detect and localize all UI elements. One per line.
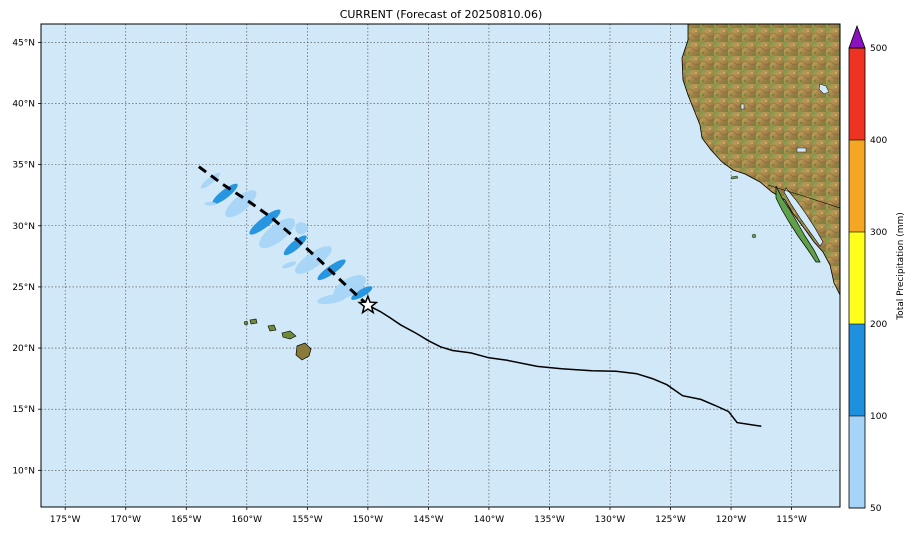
lon-tick-label: 125°W [655, 515, 686, 525]
colorbar-tick-label: 100 [870, 412, 887, 422]
precip-area [282, 261, 297, 269]
precip-area [200, 172, 221, 189]
colorbar-segment [849, 140, 865, 232]
baja-california [775, 185, 821, 263]
colorbar: 50 100 200 300 400 500 [848, 24, 887, 514]
storm-position-star-icon [357, 294, 379, 315]
precip-area [351, 286, 373, 300]
lon-tick-label: 130°W [595, 515, 626, 525]
precip-area [283, 235, 307, 256]
map-title: CURRENT (Forecast of 20250810.06) [340, 8, 543, 21]
hawaii-niihau [243, 320, 249, 326]
colorbar-tick-label: 50 [870, 504, 882, 514]
lake-mead [796, 147, 807, 153]
us-mexico-border [767, 184, 840, 209]
forecast-track-line [195, 163, 369, 307]
lon-tick-label: 115°W [776, 515, 807, 525]
longitude-axis: 175°W 170°W 165°W 160°W 155°W 150°W 145°W 140°W… [50, 507, 807, 525]
colorbar-segment [849, 324, 865, 416]
landmasses [243, 24, 840, 361]
colorbar-tick-label: 300 [870, 228, 887, 238]
colorbar-tick-label: 400 [870, 136, 887, 146]
lon-tick-label: 155°W [292, 515, 323, 525]
lon-tick-label: 175°W [50, 515, 81, 525]
lon-tick-label: 150°W [353, 515, 384, 525]
precip-area [249, 209, 281, 235]
lon-tick-label: 165°W [171, 515, 202, 525]
lat-tick-label: 25°N [12, 283, 35, 293]
hawaii-kauai [249, 318, 258, 325]
colorbar-segment [849, 416, 865, 508]
lon-tick-label: 160°W [232, 515, 263, 525]
guadalupe-island [751, 233, 757, 239]
lat-tick-label: 40°N [12, 99, 35, 109]
map-frame [40, 23, 841, 508]
lat-tick-label: 10°N [12, 466, 35, 476]
lat-tick-label: 15°N [12, 405, 35, 415]
lat-tick-label: 35°N [12, 161, 35, 171]
precip-area [225, 190, 257, 218]
precip-area [259, 218, 296, 249]
north-america-coast [681, 24, 840, 296]
lat-tick-label: 45°N [12, 38, 35, 48]
lon-tick-label: 170°W [110, 515, 141, 525]
lake-tahoe [740, 103, 745, 110]
gulf-of-california [783, 187, 824, 247]
lon-tick-label: 140°W [474, 515, 505, 525]
colorbar-tick-label: 200 [870, 320, 887, 330]
hawaii-maui [281, 330, 297, 340]
lat-tick-label: 30°N [12, 222, 35, 232]
latitude-axis: 10°N 15°N 20°N 25°N 30°N 35°N 40°N 45°N [12, 38, 41, 476]
colorbar-segment [849, 48, 865, 140]
lon-tick-label: 120°W [716, 515, 747, 525]
hawaii-big-island [295, 342, 312, 361]
channel-island [730, 175, 739, 180]
colorbar-segment [849, 232, 865, 324]
lon-tick-label: 145°W [413, 515, 444, 525]
precip-area [295, 222, 308, 235]
precip-area [317, 294, 346, 305]
precip-area [212, 183, 238, 205]
precip-area [295, 246, 332, 274]
map-panel [41, 24, 840, 507]
colorbar-tick-label: 500 [870, 44, 887, 54]
past-track-line [367, 304, 762, 428]
great-salt-lake [818, 83, 830, 95]
lat-tick-label: 20°N [12, 344, 35, 354]
colorbar-label: Total Precipitation (mm) [896, 212, 906, 321]
precip-area [333, 275, 367, 299]
hawaii-oahu [267, 324, 277, 332]
colorbar-extend-arrow [848, 24, 866, 49]
lon-tick-label: 135°W [534, 515, 565, 525]
precip-area [204, 201, 217, 206]
